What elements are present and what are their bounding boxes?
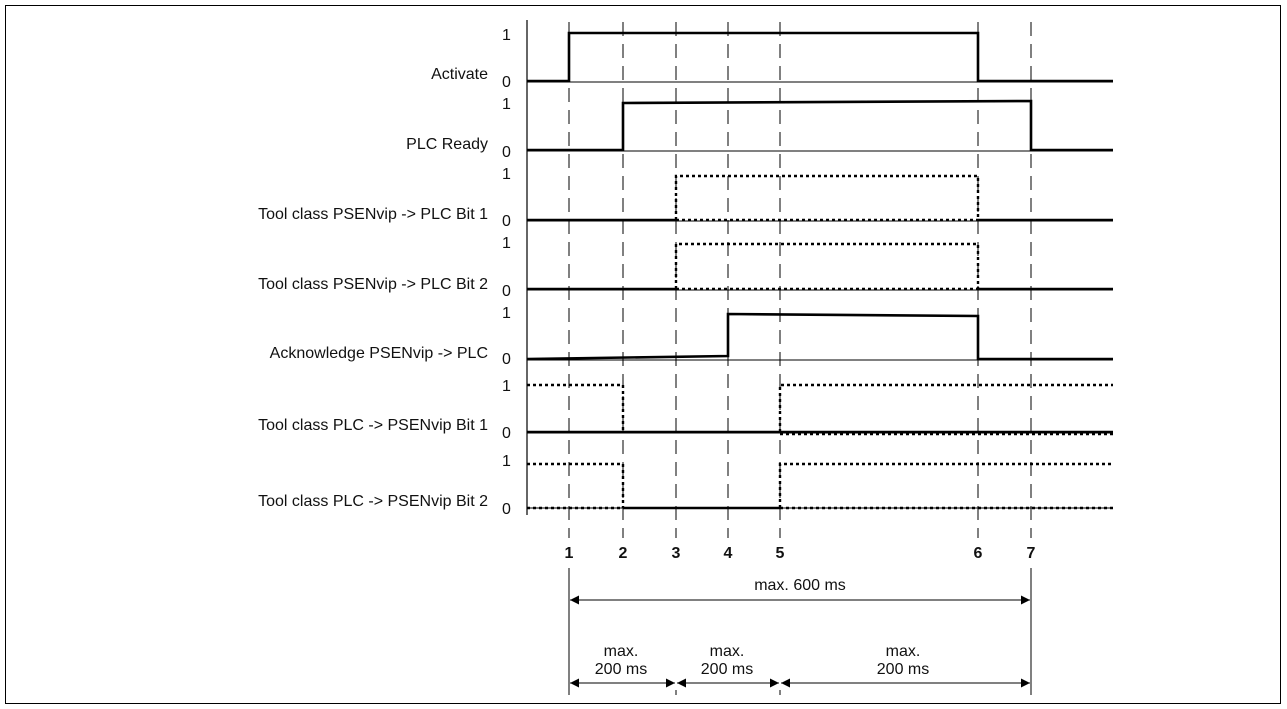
signal-label-activate: Activate: [431, 66, 488, 83]
level-low-psenvip-bit2: 0: [502, 283, 511, 300]
level-low-psenvip-bit1: 0: [502, 213, 511, 230]
time-point-6: 6: [974, 545, 983, 562]
signal-label-plc-ready: PLC Ready: [406, 136, 488, 153]
level-high-plc-bit2: 1: [502, 453, 511, 470]
level-high-psenvip-bit1: 1: [502, 166, 511, 183]
waveform-activate: [527, 31, 1113, 83]
level-low-activate: 0: [502, 74, 511, 91]
lane-baselines: [527, 81, 1113, 509]
level-labels: 1 0 1 0 1 0 1 0 1 0 1 0 1 0: [502, 27, 511, 518]
waveform-plc-ready: [527, 99, 1113, 152]
waveform-plc-bit1-dotted-end: [778, 383, 1113, 432]
level-low-plc-bit1: 0: [502, 425, 511, 442]
interval-2-line2: 200 ms: [701, 661, 753, 678]
time-point-7: 7: [1027, 545, 1036, 562]
interval-2-line1: max.: [710, 643, 745, 660]
signal-label-acknowledge: Acknowledge PSENvip -> PLC: [270, 345, 488, 362]
level-high-plc-ready: 1: [502, 96, 511, 113]
waveform-psenvip-bit2-dotted: [674, 242, 980, 289]
interval-3-line2: 200 ms: [877, 661, 929, 678]
signal-label-psenvip-bit2: Tool class PSENvip -> PLC Bit 2: [258, 276, 488, 293]
level-low-plc-bit2: 0: [502, 501, 511, 518]
waveform-acknowledge: [526, 312, 1113, 361]
signal-label-plc-bit2: Tool class PLC -> PSENvip Bit 2: [258, 493, 488, 510]
waveform-plc-bit2-dotted-start: [527, 462, 625, 508]
level-high-plc-bit1: 1: [502, 378, 511, 395]
signal-label-psenvip-bit1: Tool class PSENvip -> PLC Bit 1: [258, 206, 488, 223]
time-point-1: 1: [565, 545, 574, 562]
time-guides: [568, 22, 1032, 538]
diagram-frame: [5, 5, 1281, 704]
waveform-psenvip-bit1-dotted: [674, 174, 980, 220]
interval-1-line2: 200 ms: [595, 661, 647, 678]
waveform-plc-bit2-dotted-end: [778, 462, 1113, 508]
level-high-acknowledge: 1: [502, 305, 511, 322]
signal-label-plc-bit1: Tool class PLC -> PSENvip Bit 1: [258, 417, 488, 434]
time-point-5: 5: [776, 545, 785, 562]
time-point-4: 4: [724, 545, 733, 562]
level-low-plc-ready: 0: [502, 144, 511, 161]
time-point-2: 2: [619, 545, 628, 562]
level-high-psenvip-bit2: 1: [502, 235, 511, 252]
total-duration-label: max. 600 ms: [754, 577, 846, 594]
level-low-acknowledge: 0: [502, 351, 511, 368]
interval-3-line1: max.: [886, 643, 921, 660]
waveform-plc-bit1-dotted-start: [527, 383, 625, 432]
dimension-extension-lines: [568, 568, 1032, 695]
time-point-labels: 1 2 3 4 5 6 7: [565, 545, 1036, 562]
interval-labels: max. 200 ms max. 200 ms max. 200 ms: [595, 643, 929, 678]
waveforms: [526, 31, 1113, 510]
interval-1-line1: max.: [604, 643, 639, 660]
signal-labels: Activate PLC Ready Tool class PSENvip ->…: [258, 66, 488, 510]
time-point-3: 3: [672, 545, 681, 562]
level-high-activate: 1: [502, 27, 511, 44]
